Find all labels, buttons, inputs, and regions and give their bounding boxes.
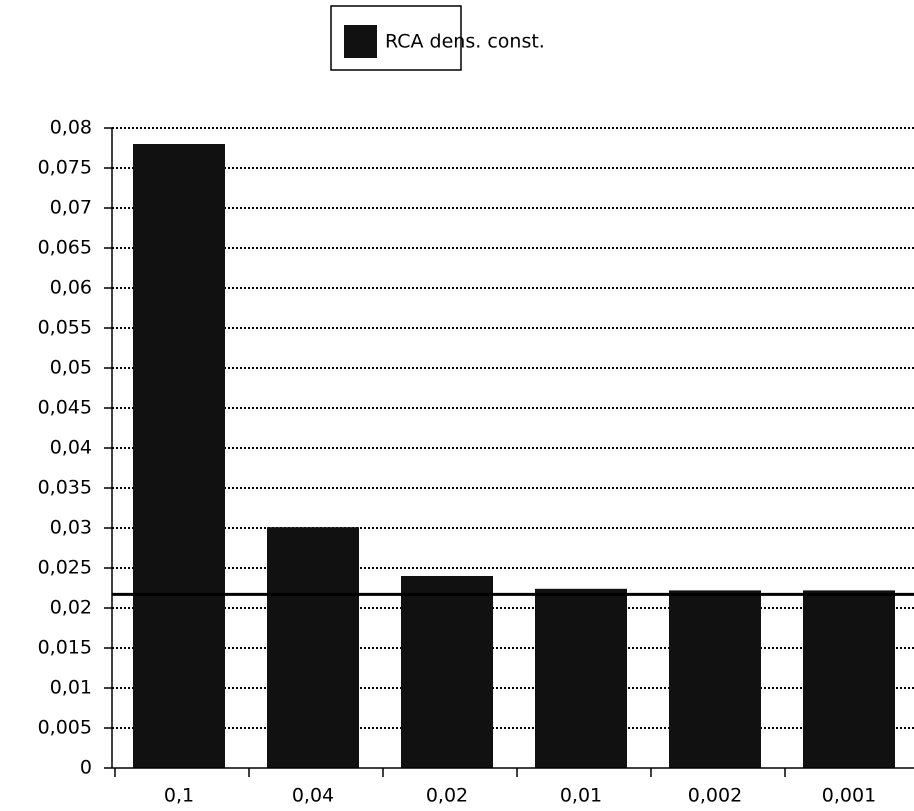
x-tick-label: 0,002 <box>688 785 742 807</box>
bar <box>267 527 359 768</box>
y-tick-label: 0,015 <box>38 637 92 659</box>
bar <box>803 590 895 768</box>
y-tick-label: 0,005 <box>38 717 92 739</box>
y-tick-label: 0,05 <box>50 357 92 379</box>
bar <box>401 576 493 768</box>
y-tick-label: 0,045 <box>38 397 92 419</box>
x-tick-label: 0,02 <box>426 785 468 807</box>
y-tick-label: 0 <box>80 757 92 779</box>
y-tick-label: 0,065 <box>38 237 92 259</box>
legend-label: RCA dens. const. <box>385 31 545 53</box>
y-tick-label: 0,02 <box>50 597 92 619</box>
y-tick-label: 0,035 <box>38 477 92 499</box>
y-tick-label: 0,07 <box>50 197 92 219</box>
y-tick-label: 0,01 <box>50 677 92 699</box>
y-tick-label: 0,075 <box>38 157 92 179</box>
y-tick-label: 0,06 <box>50 277 92 299</box>
y-tick-label: 0,04 <box>50 437 92 459</box>
legend-swatch <box>344 25 377 58</box>
y-tick-label: 0,03 <box>50 517 92 539</box>
x-tick-label: 0,04 <box>292 785 334 807</box>
y-tick-label: 0,055 <box>38 317 92 339</box>
y-tick-label: 0,025 <box>38 557 92 579</box>
x-tick-label: 0,01 <box>560 785 602 807</box>
bar <box>669 590 761 768</box>
x-tick-label: 0,1 <box>164 785 194 807</box>
x-tick-label: 0,001 <box>822 785 876 807</box>
bar <box>133 144 225 768</box>
y-tick-label: 0,08 <box>50 117 92 139</box>
bar <box>535 588 627 768</box>
